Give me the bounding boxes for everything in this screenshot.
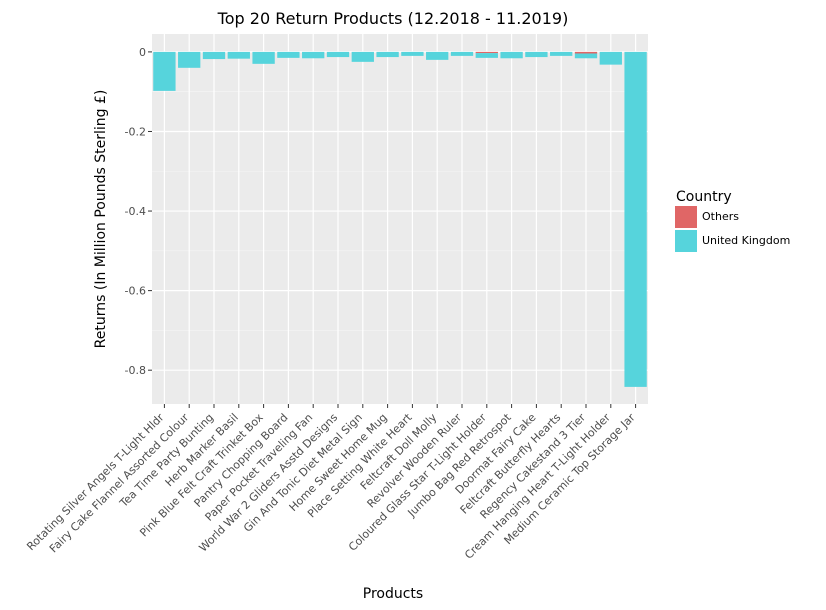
- legend-label-others: Others: [702, 210, 739, 223]
- legend: Country Others United Kingdom: [675, 189, 790, 252]
- bars: [153, 51, 647, 387]
- bar-united-kingdom: [277, 51, 300, 58]
- bar-united-kingdom: [376, 51, 399, 58]
- bar-united-kingdom: [227, 51, 250, 59]
- y-tick-label: -0.4: [125, 205, 146, 218]
- legend-title: Country: [676, 189, 732, 205]
- bar-others: [475, 51, 498, 54]
- legend-swatch-united-kingdom: [675, 230, 697, 252]
- bar-united-kingdom: [401, 51, 424, 56]
- legend-swatch-others: [675, 206, 697, 228]
- bar-united-kingdom: [153, 51, 176, 91]
- chart-title: Top 20 Return Products (12.2018 - 11.201…: [217, 9, 569, 28]
- bar-united-kingdom: [302, 51, 325, 59]
- bar-united-kingdom: [326, 51, 350, 58]
- bar-united-kingdom: [202, 51, 226, 60]
- bar-united-kingdom: [599, 51, 622, 65]
- y-tick-label: -0.6: [125, 285, 146, 298]
- bar-united-kingdom: [550, 51, 573, 56]
- bar-united-kingdom: [475, 53, 498, 58]
- x-axis-title: Products: [363, 586, 423, 602]
- bar-united-kingdom: [525, 51, 548, 58]
- y-axis-title: Returns (In Million Pounds Sterling £): [93, 90, 109, 349]
- bar-united-kingdom: [426, 51, 449, 60]
- bar-united-kingdom: [624, 51, 647, 387]
- bar-united-kingdom: [574, 53, 598, 59]
- bar-united-kingdom: [450, 51, 474, 56]
- bar-united-kingdom: [500, 51, 523, 59]
- bar-others: [574, 51, 598, 54]
- y-tick-label: -0.8: [125, 364, 146, 377]
- bar-united-kingdom: [178, 51, 201, 68]
- bar-united-kingdom: [351, 51, 374, 62]
- legend-label-united-kingdom: United Kingdom: [702, 234, 790, 247]
- y-tick-label: 0: [139, 46, 146, 59]
- bar-united-kingdom: [252, 51, 275, 64]
- y-tick-label: -0.2: [125, 125, 146, 138]
- plot-panel: [152, 34, 648, 404]
